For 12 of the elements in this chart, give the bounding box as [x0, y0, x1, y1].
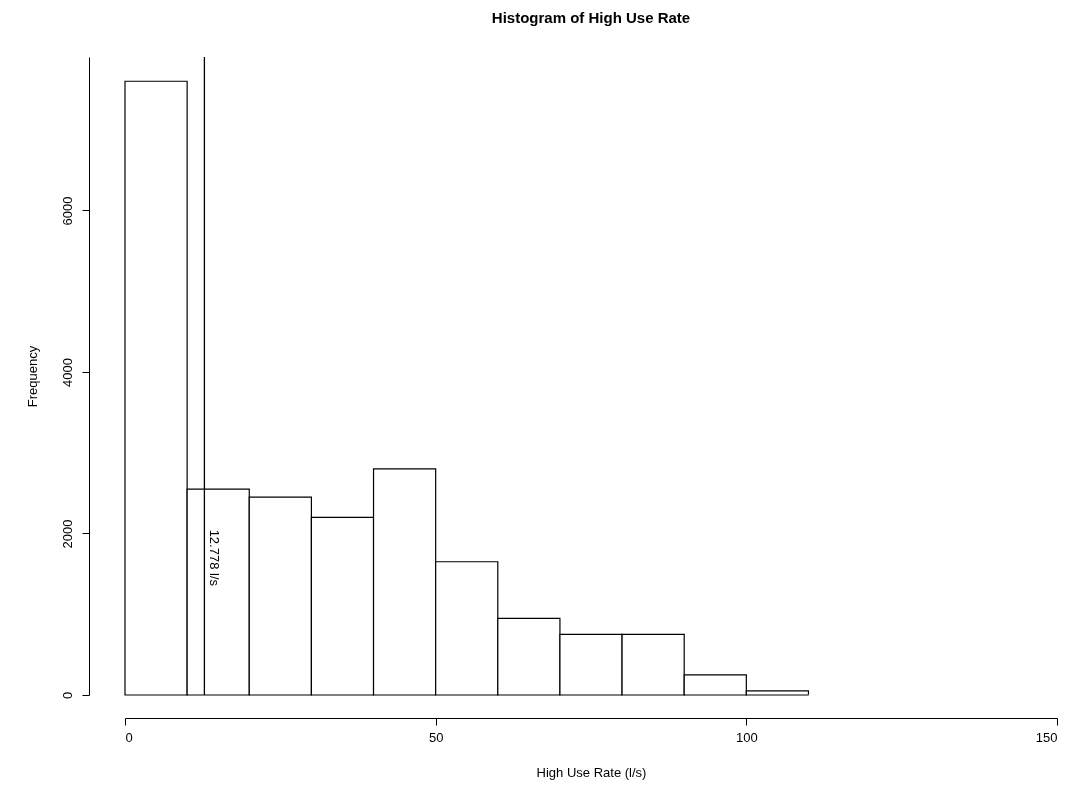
- y-tick-label: 4000: [59, 358, 75, 387]
- y-axis-title: Frequency: [24, 345, 40, 408]
- y-tick-label: 0: [59, 691, 75, 700]
- ref-line-label: 12.778 l/s: [207, 529, 223, 587]
- x-tick-label: 150: [1035, 729, 1058, 745]
- x-tick-label: 0: [125, 729, 133, 745]
- x-tick-label: 50: [428, 729, 444, 745]
- x-tick-label: 100: [735, 729, 758, 745]
- y-tick-label: 2000: [59, 519, 75, 549]
- y-tick-label: 6000: [59, 196, 75, 226]
- chart-title: Histogram of High Use Rate: [491, 9, 691, 27]
- x-axis-title: High Use Rate (l/s): [536, 764, 647, 780]
